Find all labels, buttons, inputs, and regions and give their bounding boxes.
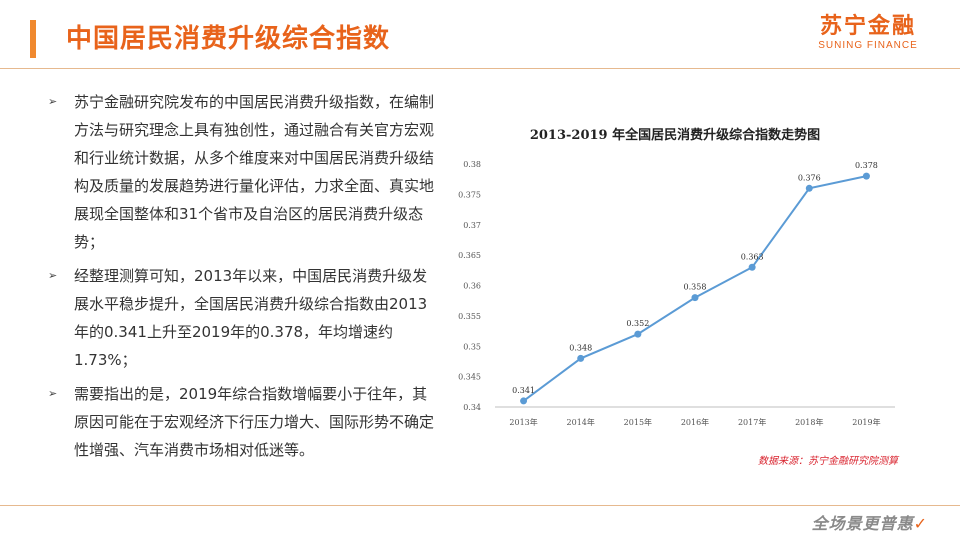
data-point: [748, 263, 756, 271]
x-tick-label: 2014年: [567, 417, 595, 427]
bullet-text: 需要指出的是，2019年综合指数增幅要小于往年，其原因可能在于宏观经济下行压力增…: [74, 385, 435, 459]
title-accent-bar: [30, 20, 36, 58]
y-tick-label: 0.345: [458, 373, 481, 382]
x-tick-label: 2013年: [509, 417, 537, 427]
footer-slogan: 全场景更普惠✓: [812, 510, 928, 534]
bullet-text: 经整理测算可知，2013年以来，中国居民消费升级发展水平稳步提升，全国居民消费升…: [74, 267, 428, 369]
bullet-item: ➢ 苏宁金融研究院发布的中国居民消费升级指数，在编制方法与研究理念上具有独创性，…: [46, 88, 436, 256]
data-label: 0.352: [626, 319, 649, 328]
y-tick-label: 0.35: [463, 342, 481, 351]
footer-divider: [0, 505, 960, 506]
chart-source-note: 数据来源：苏宁金融研究院测算: [758, 456, 898, 467]
line-chart: 0.34 0.345 0.35 0.355 0.36 0.365 0.37 0.375 0.38…: [458, 160, 895, 427]
arrow-bullet-icon: ➢: [48, 387, 58, 400]
x-tick-label: 2016年: [681, 417, 709, 427]
y-tick-label: 0.355: [458, 312, 481, 321]
arrow-bullet-icon: ➢: [48, 269, 58, 282]
chart-title: 2013-2019 年全国居民消费升级综合指数走势图: [529, 128, 821, 143]
bullet-text: 苏宁金融研究院发布的中国居民消费升级指数，在编制方法与研究理念上具有独创性，通过…: [74, 93, 435, 251]
arrow-bullet-icon: ➢: [48, 95, 58, 108]
y-tick-label: 0.38: [463, 160, 481, 169]
slogan-text: 全场景更普惠: [811, 514, 914, 533]
data-label: 0.376: [798, 173, 821, 182]
brand-logo: 苏宁金融 SUNING FINANCE: [808, 14, 928, 51]
logo-text-en: SUNING FINANCE: [818, 40, 918, 51]
data-label: 0.348: [569, 343, 592, 352]
data-point: [634, 330, 642, 338]
page-title: 中国居民消费升级综合指数: [66, 24, 391, 54]
check-icon: ✓: [913, 514, 928, 533]
x-tick-label: 2017年: [738, 417, 766, 427]
data-point: [520, 397, 528, 405]
logo-text-cn: 苏宁金融: [819, 14, 916, 39]
data-point: [862, 172, 870, 180]
y-tick-label: 0.36: [463, 282, 481, 291]
data-point: [805, 184, 813, 192]
title-divider: [0, 68, 960, 69]
x-tick-label: 2018年: [795, 417, 823, 427]
data-label: 0.363: [741, 252, 764, 261]
data-point: [577, 354, 585, 362]
data-point: [691, 294, 699, 302]
bullet-list: ➢ 苏宁金融研究院发布的中国居民消费升级指数，在编制方法与研究理念上具有独创性，…: [46, 88, 436, 470]
y-tick-label: 0.375: [458, 190, 481, 199]
y-tick-label: 0.37: [463, 221, 481, 230]
data-label: 0.341: [512, 386, 535, 395]
data-label: 0.358: [684, 283, 707, 292]
x-tick-label: 2019年: [852, 417, 880, 427]
bullet-item: ➢ 经整理测算可知，2013年以来，中国居民消费升级发展水平稳步提升，全国居民消…: [46, 262, 436, 374]
chart-panel: 0.34 0.345 0.35 0.355 0.36 0.365 0.37 0.375 0.38…: [450, 112, 930, 472]
y-tick-label: 0.34: [463, 403, 481, 412]
bullet-item: ➢ 需要指出的是，2019年综合指数增幅要小于往年，其原因可能在于宏观经济下行压…: [46, 380, 436, 464]
x-tick-label: 2015年: [624, 417, 652, 427]
y-tick-label: 0.365: [458, 251, 481, 260]
data-label: 0.378: [855, 161, 878, 170]
